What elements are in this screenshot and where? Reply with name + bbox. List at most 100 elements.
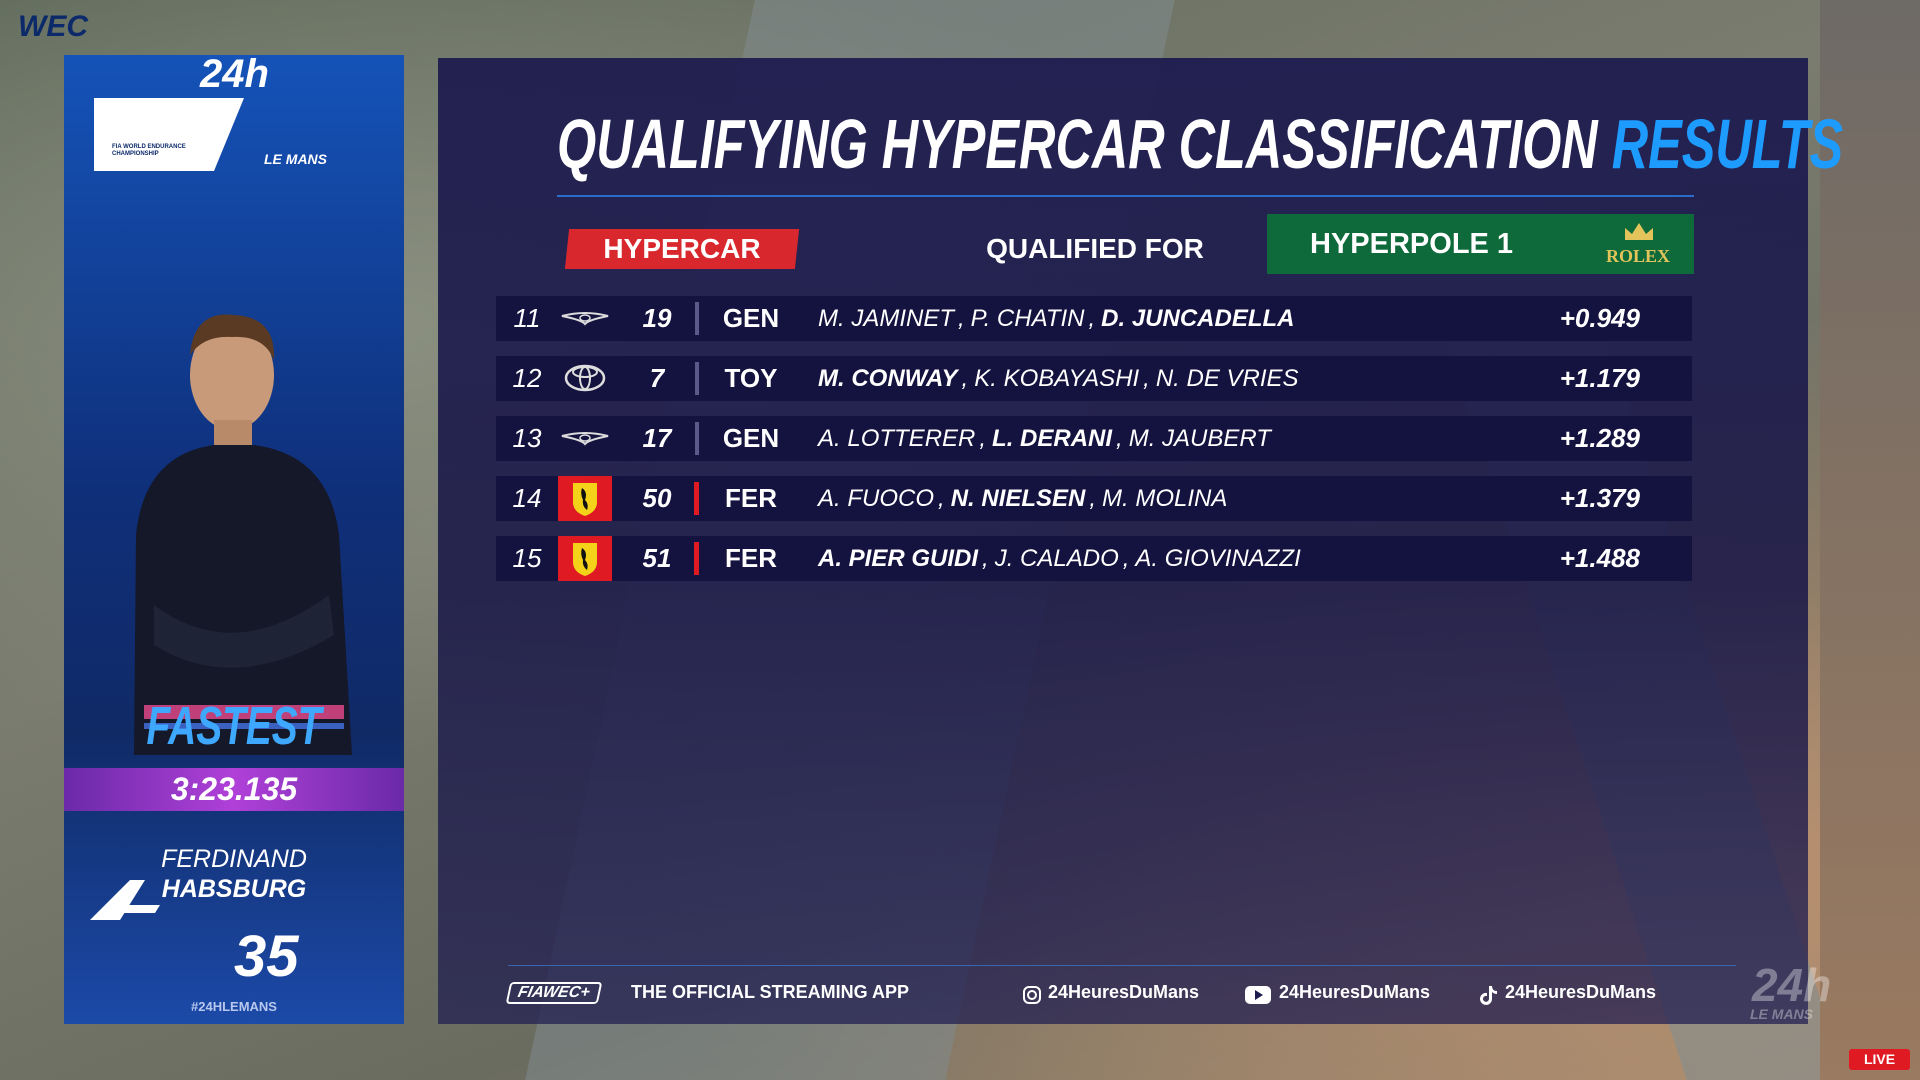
- driver-name: M. JAUBERT: [1128, 425, 1271, 452]
- rolex-crown: [1625, 223, 1653, 240]
- session-badge: [1267, 214, 1694, 274]
- manufacturer-code: GEN: [722, 423, 780, 453]
- fastest-driver-panel: FIA WORLD ENDURANCE CHAMPIONSHIP LE MANS…: [64, 55, 404, 1024]
- wec-logo: WEC: [18, 10, 88, 43]
- driver-separator: ,: [979, 425, 987, 452]
- separator: [695, 302, 699, 335]
- result-row: 14 50 FER A. FUOCO, N. NIELSEN, M. MOLINA +1.3…: [496, 476, 1692, 521]
- ferrari-bar: [694, 542, 699, 575]
- driver-name: K. KOBAYASHI: [974, 365, 1140, 392]
- driver-portrait: [134, 314, 352, 755]
- drivers: A. LOTTERER, L. DERANI, M. JAUBERT: [818, 416, 1271, 461]
- driver-separator: ,: [1143, 365, 1150, 392]
- lemans-logo: 24h: [200, 52, 269, 96]
- app-tagline: THE OFFICIAL STREAMING APP: [631, 982, 910, 1002]
- drivers: A. FUOCO, N. NIELSEN, M. MOLINA: [818, 476, 1227, 521]
- ferrari-logo: [558, 476, 612, 521]
- driver-name: M. JAMINET: [818, 305, 954, 332]
- gap: +1.289: [1559, 423, 1640, 453]
- lap-time-bar: [64, 768, 404, 811]
- lemans-logo-caption: LE MANS: [264, 151, 327, 167]
- instagram-icon: [1023, 986, 1041, 1004]
- sponsor: ROLEX: [1605, 246, 1670, 266]
- grandstand: [1820, 0, 1920, 1080]
- manufacturer-code: TOY: [724, 363, 778, 393]
- alpine-logo: [90, 880, 160, 920]
- title-text: QUALIFYING HYPERCAR CLASSIFICATION RESUL…: [557, 104, 1843, 184]
- driver-name: N. NIELSEN: [950, 485, 1086, 512]
- driver-separator: ,: [938, 485, 945, 512]
- driver-separator: ,: [1089, 485, 1097, 512]
- title: QUALIFYING HYPERCAR CLASSIFICATION RESUL…: [557, 104, 1920, 184]
- title-underline: [557, 195, 1694, 197]
- result-row: 12 7 TOY M. CONWAY, K. KOBAYASHI, N. DE VRIES…: [496, 356, 1692, 401]
- footer-line: [508, 965, 1736, 966]
- toyota-logo: [564, 364, 606, 392]
- driver-separator: ,: [1116, 425, 1123, 452]
- result-row: 11 19 GEN M. JAMINET, P. CHATIN, D. JUNCADELL…: [496, 296, 1692, 341]
- position: 13: [512, 423, 542, 453]
- youtube-handle: 24HeuresDuMans: [1279, 982, 1431, 1002]
- watermark-lemans: LE MANS: [1750, 1006, 1813, 1022]
- result-row: 13 17 GEN A. LOTTERER, L. DERANI, M. JAUBERT +…: [496, 416, 1692, 461]
- live-badge: LIVE: [1849, 1049, 1910, 1070]
- driver-separator: ,: [982, 545, 989, 572]
- youtube-icon: [1245, 986, 1271, 1004]
- session-label: HYPERPOLE 1: [1310, 228, 1514, 260]
- gap: +1.179: [1559, 363, 1640, 393]
- manufacturer-code: GEN: [722, 303, 780, 333]
- driver-separator: ,: [961, 365, 969, 392]
- car-number: 17: [642, 423, 672, 453]
- position: 11: [513, 303, 541, 333]
- ferrari-logo: [558, 536, 612, 581]
- watermark-24h: 24h: [1752, 959, 1832, 1011]
- instagram-handle: 24HeuresDuMans: [1048, 982, 1200, 1002]
- qualified-for: QUALIFIED FOR: [986, 233, 1204, 264]
- driver-name: A. PIER GUIDI: [818, 545, 979, 572]
- tiktok-handle: 24HeuresDuMans: [1505, 982, 1657, 1002]
- position: 12: [512, 363, 542, 393]
- car-number: 51: [642, 543, 672, 573]
- manufacturer-code: FER: [725, 483, 777, 513]
- position: 14: [512, 483, 542, 513]
- wec-logo-box: FIA WORLD ENDURANCE CHAMPIONSHIP: [94, 98, 244, 171]
- gap: +0.949: [1559, 303, 1640, 333]
- tiktok-icon: [1480, 986, 1497, 1005]
- driver-name: A. FUOCO: [818, 485, 935, 512]
- driver-separator: ,: [958, 305, 965, 332]
- driver-name: L. DERANI: [992, 425, 1113, 452]
- driver-name: N. DE VRIES: [1155, 365, 1299, 392]
- driver-name: D. JUNCADELLA: [1101, 305, 1295, 332]
- lap-time: 3:23.135: [170, 771, 298, 807]
- driver-name: A. GIOVINAZZI: [1135, 545, 1301, 572]
- driver-separator: ,: [1088, 305, 1096, 332]
- separator: [695, 362, 699, 395]
- genesis-logo: [561, 432, 609, 446]
- driver-name: A. LOTTERER: [818, 425, 976, 452]
- manufacturer-code: FER: [725, 543, 777, 573]
- driver-name: M. CONWAY: [818, 365, 958, 392]
- title-main: QUALIFYING HYPERCAR CLASSIFICATION: [557, 105, 1598, 183]
- driver-last-name: HABSBURG: [161, 875, 307, 903]
- driver-name: J. CALADO: [994, 545, 1119, 572]
- ferrari-bar: [694, 482, 699, 515]
- position: 15: [512, 543, 542, 573]
- result-row: 15 51 FER A. PIER GUIDI, J. CALADO, A. GIOVIN…: [496, 536, 1692, 581]
- gap: +1.379: [1559, 483, 1640, 513]
- car-number: 7: [649, 363, 665, 393]
- car-number: 35: [234, 924, 299, 989]
- app-logo: FIAWEC+: [505, 982, 602, 1004]
- title-highlight: RESULTS: [1611, 105, 1844, 183]
- driver-name: P. CHATIN: [970, 305, 1085, 332]
- drivers: M. JAMINET, P. CHATIN, D. JUNCADELLA: [818, 296, 1295, 341]
- car-number: 50: [642, 483, 672, 513]
- separator: [695, 422, 699, 455]
- hashtag: #24HLEMANS: [191, 999, 277, 1014]
- drivers: A. PIER GUIDI, J. CALADO, A. GIOVINAZZI: [818, 536, 1301, 581]
- driver-separator: ,: [1122, 545, 1130, 572]
- class-label: HYPERCAR: [603, 233, 761, 264]
- driver-first-name: FERDINAND: [161, 845, 307, 873]
- driver-name: M. MOLINA: [1102, 485, 1228, 512]
- car-number: 19: [642, 303, 672, 333]
